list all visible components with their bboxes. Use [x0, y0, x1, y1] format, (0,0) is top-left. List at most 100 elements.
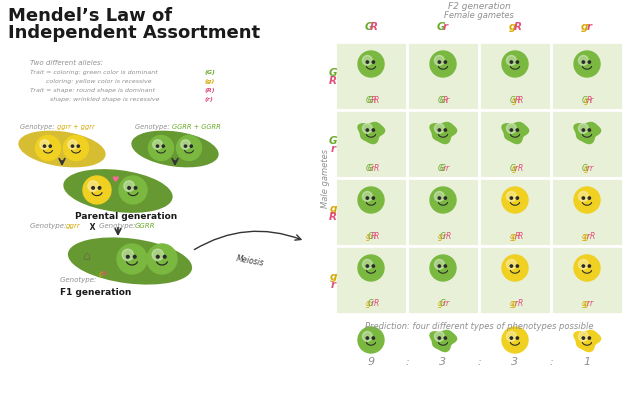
Text: G: G [368, 95, 374, 105]
Text: r: r [331, 280, 336, 290]
Text: r: r [443, 22, 448, 32]
Text: Genotype:: Genotype: [99, 223, 138, 229]
Text: G: G [582, 163, 587, 173]
Circle shape [588, 197, 590, 199]
Text: ggrr: ggrr [66, 223, 81, 229]
Text: G: G [96, 271, 101, 277]
Circle shape [574, 51, 600, 77]
Circle shape [438, 337, 441, 339]
FancyBboxPatch shape [407, 110, 479, 178]
Text: r: r [331, 144, 336, 154]
Circle shape [578, 259, 588, 269]
Circle shape [366, 265, 369, 267]
Text: g: g [510, 231, 514, 241]
Circle shape [430, 255, 456, 281]
Text: (r): (r) [205, 97, 214, 102]
Text: G: G [438, 95, 443, 105]
Circle shape [578, 332, 588, 341]
Circle shape [438, 129, 441, 131]
Circle shape [77, 145, 80, 147]
Text: Genotype:: Genotype: [60, 277, 99, 283]
Text: r: r [515, 299, 518, 309]
Text: g: g [584, 299, 589, 309]
Circle shape [516, 265, 518, 267]
Text: g: g [99, 271, 103, 277]
Circle shape [444, 265, 446, 267]
Circle shape [134, 187, 136, 189]
Circle shape [510, 61, 513, 63]
Circle shape [358, 327, 384, 353]
FancyBboxPatch shape [551, 246, 623, 314]
Circle shape [506, 191, 516, 201]
Circle shape [430, 187, 456, 213]
FancyBboxPatch shape [407, 246, 479, 314]
Text: R: R [371, 231, 376, 241]
Text: :: : [549, 357, 553, 367]
Circle shape [162, 145, 165, 147]
Text: Two different alleles:: Two different alleles: [30, 60, 103, 66]
Circle shape [71, 145, 74, 147]
Ellipse shape [68, 237, 192, 284]
Text: r: r [371, 299, 374, 309]
Text: r: r [590, 299, 593, 309]
Circle shape [434, 55, 444, 65]
Circle shape [366, 129, 369, 131]
Circle shape [502, 327, 528, 353]
Text: r: r [587, 22, 592, 32]
Circle shape [133, 255, 136, 258]
Text: 3: 3 [439, 357, 446, 367]
Text: R: R [374, 299, 379, 309]
Text: r: r [590, 95, 593, 105]
Text: F1 generation: F1 generation [60, 288, 131, 297]
Text: g: g [366, 299, 370, 309]
Text: R: R [101, 271, 106, 277]
Text: Genotype:: Genotype: [135, 124, 172, 130]
FancyBboxPatch shape [335, 110, 407, 178]
Text: G: G [364, 22, 372, 32]
Circle shape [362, 55, 372, 65]
Text: r: r [443, 231, 446, 241]
Text: R: R [518, 163, 523, 173]
Text: X: X [87, 223, 98, 232]
Circle shape [506, 259, 516, 269]
Circle shape [516, 61, 518, 63]
Circle shape [444, 197, 446, 199]
Circle shape [434, 123, 444, 133]
Text: Female gametes: Female gametes [444, 11, 514, 20]
FancyBboxPatch shape [479, 246, 551, 314]
Polygon shape [429, 330, 458, 352]
Circle shape [163, 255, 166, 258]
Circle shape [148, 136, 173, 161]
Polygon shape [357, 122, 386, 144]
Text: g: g [512, 231, 517, 241]
Text: G: G [438, 163, 443, 173]
Text: r: r [587, 163, 590, 173]
Circle shape [39, 140, 49, 149]
Text: G: G [436, 22, 444, 32]
Text: R: R [369, 22, 377, 32]
Text: g: g [581, 22, 588, 32]
Text: g: g [582, 231, 586, 241]
Text: g: g [584, 95, 589, 105]
Text: ggrr + ggrr: ggrr + ggrr [57, 124, 95, 130]
Text: R: R [518, 299, 523, 309]
Circle shape [36, 136, 61, 161]
Text: ⌂: ⌂ [82, 251, 90, 264]
Circle shape [438, 61, 441, 63]
Text: G: G [440, 231, 446, 241]
Circle shape [362, 123, 372, 133]
Circle shape [124, 181, 135, 191]
Circle shape [578, 55, 588, 65]
Text: Independent Assortment: Independent Assortment [8, 24, 260, 42]
Text: Trait = coloring: green color is dominant: Trait = coloring: green color is dominan… [30, 70, 158, 75]
Text: Genotype:: Genotype: [20, 124, 57, 130]
Text: g: g [510, 299, 514, 309]
Circle shape [502, 255, 528, 281]
Text: r: r [446, 299, 449, 309]
Text: R: R [374, 95, 379, 105]
Ellipse shape [63, 169, 173, 213]
Circle shape [434, 191, 444, 201]
Text: 3: 3 [511, 357, 518, 367]
Circle shape [582, 337, 585, 339]
Polygon shape [573, 122, 602, 144]
